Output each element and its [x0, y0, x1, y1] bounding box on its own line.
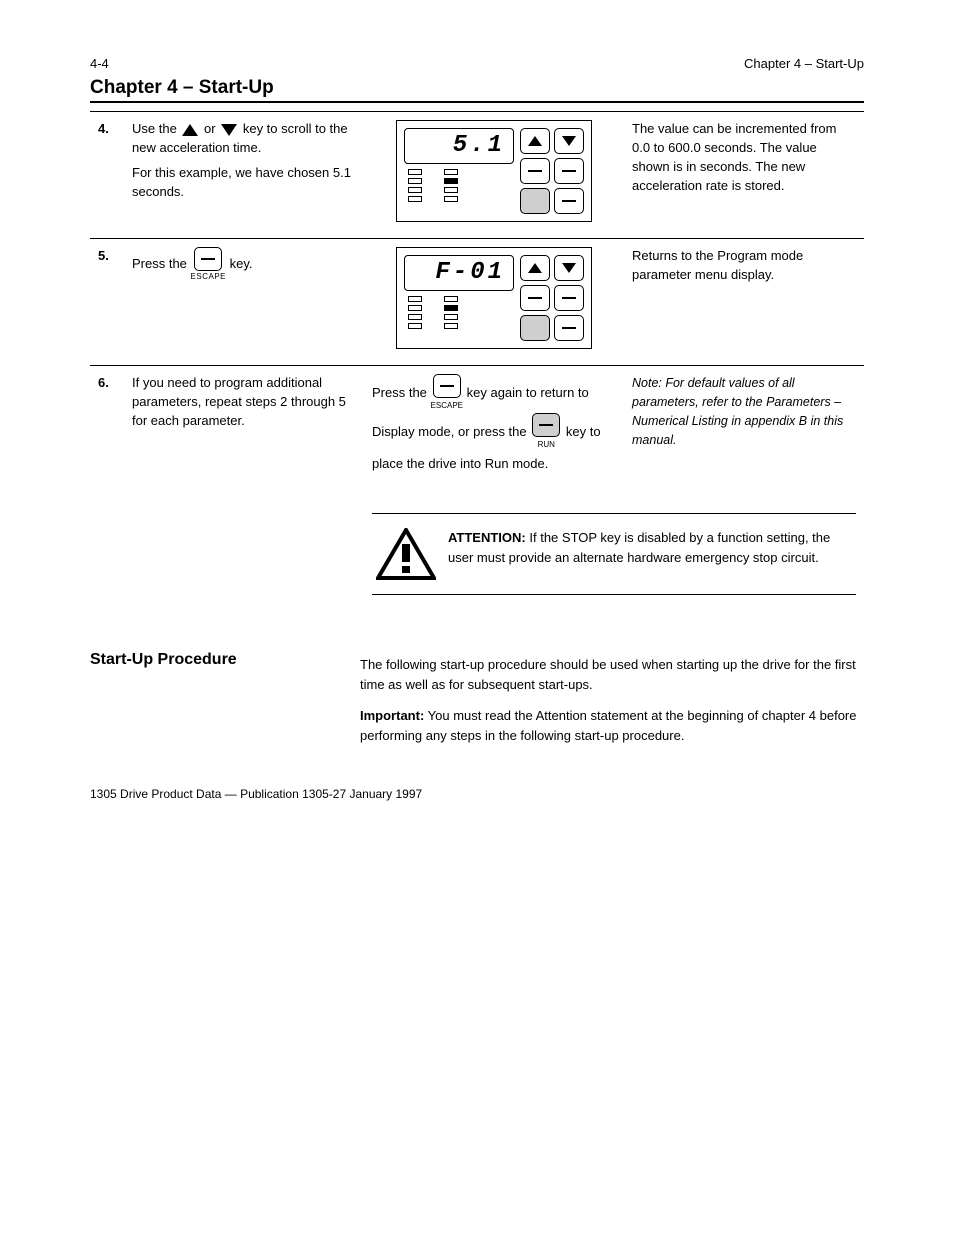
panel-button[interactable] [520, 188, 550, 214]
led-indicator [444, 178, 458, 184]
display-panel: 5.1 [396, 120, 592, 222]
panel-button[interactable] [554, 285, 584, 311]
panel-button[interactable] [520, 285, 550, 311]
step-number: 6. [90, 366, 124, 494]
led-indicator [444, 296, 458, 302]
led-indicator [408, 323, 422, 329]
up-button[interactable] [520, 255, 550, 281]
led-indicator [444, 169, 458, 175]
run-label: RUN [538, 437, 555, 452]
lcd-readout: 5.1 [404, 128, 514, 164]
step-number: 5. [90, 239, 124, 366]
display-panel: F-01 [396, 247, 592, 349]
attention-box: ATTENTION: ATTENTION: If the STOP key is… [372, 513, 856, 595]
indicator-leds [404, 169, 514, 202]
led-indicator [408, 296, 422, 302]
led-indicator [444, 314, 458, 320]
escape-button-icon [194, 247, 222, 271]
procedure-cell: Use the or key to scroll to the new acce… [124, 112, 364, 239]
led-indicator [444, 323, 458, 329]
section-title: Start-Up Procedure [90, 651, 330, 669]
run-button-icon [532, 413, 560, 437]
explanation-cell: Note: For default values of all paramete… [624, 366, 864, 494]
important-label: Important: [360, 708, 424, 723]
panel-button[interactable] [554, 158, 584, 184]
led-indicator [408, 196, 422, 202]
display-cell: F-01 [364, 239, 624, 366]
page-header: 4-4 Chapter 4 – Start-Up [90, 56, 864, 71]
panel-button[interactable] [520, 158, 550, 184]
note-text: Note: For default values of all paramete… [632, 376, 843, 447]
led-indicator [444, 196, 458, 202]
led-indicator [408, 169, 422, 175]
escape-button-icon [433, 374, 461, 398]
up-button[interactable] [520, 128, 550, 154]
panel-button[interactable] [520, 315, 550, 341]
table-row: 4. Use the or key to scroll to the new a… [90, 112, 864, 239]
led-indicator [444, 305, 458, 311]
chapter-title: Chapter 4 – Start-Up [90, 77, 864, 103]
lcd-readout: F-01 [404, 255, 514, 291]
page-footer: 1305 Drive Product Data — Publication 13… [90, 787, 864, 801]
down-arrow-icon [221, 124, 237, 136]
display-cell: Press the ESCAPE key again to return to … [364, 366, 624, 494]
up-arrow-icon [182, 124, 198, 136]
led-indicator [408, 178, 422, 184]
escape-label: ESCAPE [431, 398, 463, 413]
down-button[interactable] [554, 255, 584, 281]
attention-text: ATTENTION: ATTENTION: If the STOP key is… [448, 528, 848, 580]
step-number: 4. [90, 112, 124, 239]
escape-label: ESCAPE [191, 271, 226, 283]
indicator-leds [404, 296, 514, 329]
body-paragraph: The following start-up procedure should … [360, 655, 864, 694]
led-indicator [408, 314, 422, 320]
procedure-cell: Press the ESCAPE key. [124, 239, 364, 366]
down-button[interactable] [554, 128, 584, 154]
explanation-cell: Returns to the Program mode parameter me… [624, 239, 864, 366]
panel-button[interactable] [554, 188, 584, 214]
warning-icon [376, 528, 436, 580]
table-row: 5. Press the ESCAPE key. F-01 [90, 239, 864, 366]
header-chapter: Chapter 4 – Start-Up [744, 56, 864, 71]
page-number: 4-4 [90, 56, 109, 71]
display-cell: 5.1 [364, 112, 624, 239]
panel-button[interactable] [554, 315, 584, 341]
procedure-table: 4. Use the or key to scroll to the new a… [90, 112, 864, 611]
led-indicator [408, 187, 422, 193]
procedure-cell: If you need to program additional parame… [124, 366, 364, 494]
table-row: ATTENTION: ATTENTION: If the STOP key is… [90, 493, 864, 611]
body-paragraph: Important: You must read the Attention s… [360, 706, 864, 745]
explanation-cell: The value can be incremented from 0.0 to… [624, 112, 864, 239]
table-row: 6. If you need to program additional par… [90, 366, 864, 494]
led-indicator [444, 187, 458, 193]
led-indicator [408, 305, 422, 311]
